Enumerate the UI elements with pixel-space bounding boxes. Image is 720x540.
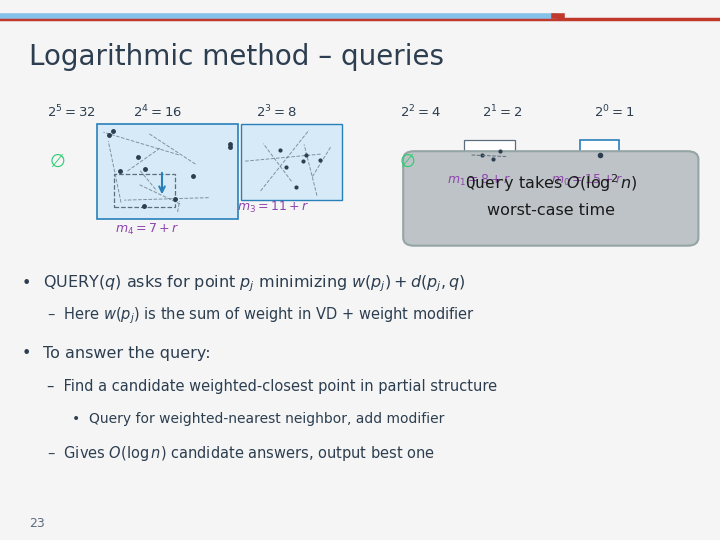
FancyBboxPatch shape	[580, 140, 619, 170]
FancyBboxPatch shape	[464, 140, 515, 170]
Text: $\emptyset$: $\emptyset$	[399, 153, 415, 171]
Text: –  Gives $O(\log n)$ candidate answers, output best one: – Gives $O(\log n)$ candidate answers, o…	[47, 444, 435, 463]
FancyBboxPatch shape	[403, 151, 698, 246]
Text: QUERY$(q)$ asks for point $p_j$ minimizing $w(p_j) + d(p_j, q)$: QUERY$(q)$ asks for point $p_j$ minimizi…	[43, 273, 466, 294]
Text: $m_1 = 8+r$: $m_1 = 8+r$	[446, 173, 511, 188]
Text: $2^3 = 8$: $2^3 = 8$	[256, 104, 296, 120]
Text: •  Query for weighted-nearest neighbor, add modifier: • Query for weighted-nearest neighbor, a…	[72, 411, 444, 426]
Text: $m_4 = 7+r$: $m_4 = 7+r$	[115, 222, 180, 237]
Text: •: •	[22, 276, 31, 291]
Text: worst-case time: worst-case time	[487, 203, 615, 218]
Text: $m_0 = 15+r$: $m_0 = 15+r$	[551, 173, 623, 188]
Text: Logarithmic method – queries: Logarithmic method – queries	[29, 43, 444, 71]
Bar	[114, 174, 175, 207]
Text: $2^5 = 32$: $2^5 = 32$	[47, 104, 96, 120]
Text: $2^2 = 4$: $2^2 = 4$	[400, 104, 441, 120]
Text: $2^0 = 1$: $2^0 = 1$	[594, 104, 634, 120]
Text: $\emptyset$: $\emptyset$	[50, 153, 66, 171]
Text: To answer the query:: To answer the query:	[43, 346, 211, 361]
Text: $2^4 = 16$: $2^4 = 16$	[133, 104, 182, 120]
Text: $m_3 = 11+r$: $m_3 = 11+r$	[238, 200, 310, 215]
Text: $\mathtt{Query}$ takes $O(\log^2 n)$: $\mathtt{Query}$ takes $O(\log^2 n)$	[464, 172, 637, 194]
Text: •: •	[22, 346, 31, 361]
Text: –  Find a candidate weighted-closest point in partial structure: – Find a candidate weighted-closest poin…	[47, 379, 497, 394]
FancyBboxPatch shape	[97, 124, 238, 219]
Text: $2^1 = 2$: $2^1 = 2$	[482, 104, 523, 120]
Text: –  Here $w(p_j)$ is the sum of weight in VD + weight modifier: – Here $w(p_j)$ is the sum of weight in …	[47, 306, 474, 326]
FancyBboxPatch shape	[241, 124, 342, 200]
Text: 23: 23	[29, 517, 45, 530]
